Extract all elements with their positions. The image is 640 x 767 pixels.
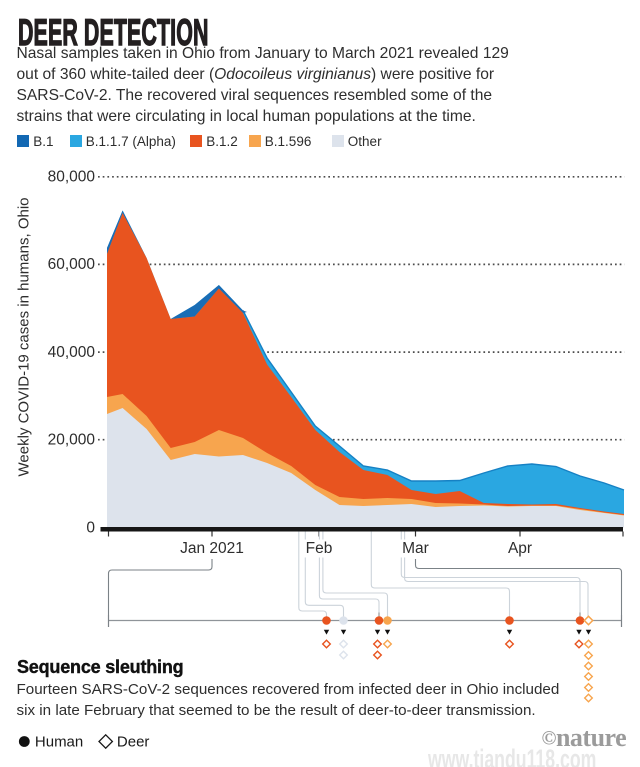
svg-text:20,000: 20,000 (48, 431, 96, 448)
svg-text:40,000: 40,000 (48, 344, 96, 361)
svg-text:80,000: 80,000 (48, 169, 96, 186)
svg-text:Feb: Feb (306, 540, 333, 557)
svg-text:Weekly COVID-19 cases in human: Weekly COVID-19 cases in humans, Ohio (16, 197, 33, 476)
svg-text:Deer: Deer (117, 734, 150, 751)
svg-text:60,000: 60,000 (48, 256, 96, 273)
svg-text:Mar: Mar (402, 540, 429, 557)
svg-text:Jan 2021: Jan 2021 (180, 540, 244, 557)
svg-text:0: 0 (86, 520, 95, 537)
svg-text:Human: Human (35, 734, 83, 751)
svg-text:Apr: Apr (508, 540, 532, 557)
